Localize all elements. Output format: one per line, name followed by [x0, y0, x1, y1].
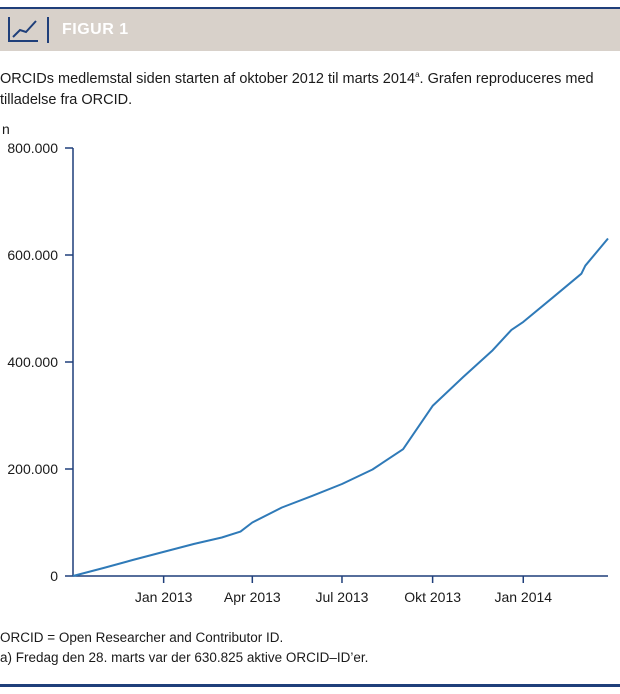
y-axis-label: n	[2, 121, 10, 137]
y-tick-label: 200.000	[7, 461, 58, 477]
x-tick-label: Okt 2013	[404, 589, 461, 605]
bottom-rule	[0, 684, 620, 687]
caption-text: ORCIDs medlemstal siden starten af oktob…	[0, 70, 416, 87]
x-tick-label: Jul 2013	[316, 589, 369, 605]
y-tick-label: 0	[50, 568, 58, 584]
caption-footnote-marker: a	[415, 70, 420, 79]
y-tick-label: 400.000	[7, 354, 58, 370]
line-chart-icon	[6, 15, 40, 45]
figure-title: FIGUR 1	[62, 21, 129, 38]
footnote-abbreviation: ORCID = Open Researcher and Contributor …	[0, 630, 284, 645]
footnotes: ORCID = Open Researcher and Contributor …	[0, 628, 616, 668]
footnote-a: a) Fredag den 28. marts var der 630.825 …	[0, 650, 369, 665]
x-tick-label: Apr 2013	[224, 589, 281, 605]
figure-caption: ORCIDs medlemstal siden starten af oktob…	[0, 64, 616, 111]
x-tick-label: Jan 2014	[494, 589, 552, 605]
series-line	[72, 237, 609, 577]
caption-text-after: . Grafen reproduceres med tilladelse fra…	[0, 70, 594, 108]
y-tick-label: 600.000	[7, 247, 58, 263]
y-tick-label: 800.000	[7, 140, 58, 156]
figure-header: FIGUR 1	[0, 7, 620, 51]
line-chart: n 0 200.000 400.000 600.000 800.000 Jan 2013 Ap…	[2, 121, 609, 605]
header-divider	[47, 17, 49, 43]
x-tick-label: Jan 2013	[135, 589, 193, 605]
